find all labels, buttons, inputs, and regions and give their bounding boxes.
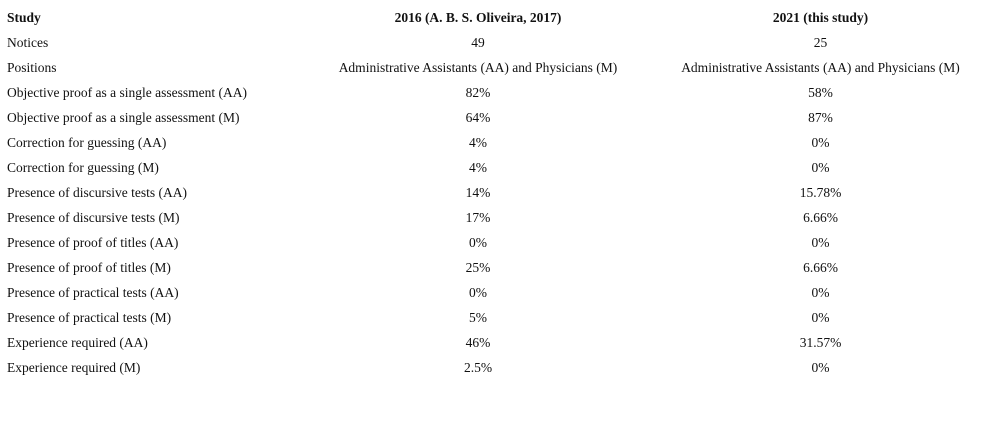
row-label: Experience required (AA)	[7, 334, 148, 350]
table-row: Notices 49 25	[3, 30, 989, 55]
cell: 6.66%	[803, 209, 838, 225]
cell: 82%	[465, 84, 491, 100]
table-row: Presence of practical tests (M) 5% 0%	[3, 305, 989, 330]
table-row: Positions Administrative Assistants (AA) …	[3, 55, 989, 80]
header-cell: 2021 (this study)	[772, 9, 869, 25]
cell: 4%	[469, 159, 487, 175]
table-row: Presence of proof of titles (M) 25% 6.66%	[3, 255, 989, 280]
cell: 31.57%	[799, 334, 842, 350]
table-row: Experience required (M) 2.5% 0%	[3, 355, 989, 380]
row-label: Presence of practical tests (AA)	[7, 284, 179, 300]
cell: 15.78%	[799, 184, 842, 200]
table-row: Presence of proof of titles (AA) 0% 0%	[3, 230, 989, 255]
cell: 64%	[465, 109, 491, 125]
table-row: Presence of discursive tests (M) 17% 6.66%	[3, 205, 989, 230]
row-label: Objective proof as a single assessment (…	[7, 109, 240, 125]
table-body: Notices 49 25 Positions Administrative Assis…	[3, 30, 989, 380]
table-row: Presence of practical tests (AA) 0% 0%	[3, 280, 989, 305]
row-label: Positions	[7, 59, 57, 75]
cell: 4%	[469, 134, 487, 150]
cell: 0%	[811, 134, 830, 150]
cell: 58%	[808, 84, 833, 100]
cell: 0%	[811, 359, 830, 375]
row-label: Notices	[7, 34, 49, 50]
table-row: Objective proof as a single assessment (…	[3, 80, 989, 105]
row-label: Objective proof as a single assessment (…	[7, 84, 247, 100]
cell: 0%	[469, 234, 487, 250]
row-label: Presence of proof of titles (AA)	[7, 234, 179, 250]
cell: 0%	[469, 284, 487, 300]
cell: 5%	[469, 309, 487, 325]
table-row: Presence of discursive tests (AA) 14% 15.7…	[3, 180, 989, 205]
cell: 14%	[465, 184, 491, 200]
table-row: Correction for guessing (M) 4% 0%	[3, 155, 989, 180]
cell: 0%	[811, 284, 830, 300]
cell: 46%	[465, 334, 491, 350]
cell: Administrative Assistants (AA) and Physi…	[338, 59, 618, 75]
cell: 87%	[808, 109, 833, 125]
cell: 25%	[465, 259, 491, 275]
cell: 0%	[811, 309, 830, 325]
row-label: Experience required (M)	[7, 359, 141, 375]
cell: 0%	[811, 159, 830, 175]
row-label: Presence of discursive tests (M)	[7, 209, 180, 225]
cell: 2.5%	[463, 359, 493, 375]
table-header: Study 2016 (A. B. S. Oliveira, 2017) 2021 …	[3, 5, 989, 30]
cell: 49	[471, 34, 485, 50]
cell: 17%	[465, 209, 491, 225]
header-cell: 2016 (A. B. S. Oliveira, 2017)	[394, 9, 562, 25]
comparison-table: Study 2016 (A. B. S. Oliveira, 2017) 2021 …	[3, 5, 989, 380]
table-row: Experience required (AA) 46% 31.57%	[3, 330, 989, 355]
cell: 6.66%	[803, 259, 838, 275]
row-label: Presence of practical tests (M)	[7, 309, 172, 325]
row-label: Correction for guessing (M)	[7, 159, 159, 175]
header-row: Study 2016 (A. B. S. Oliveira, 2017) 2021 …	[3, 5, 989, 30]
cell: 25	[813, 34, 828, 50]
cell: Administrative Assistants (AA) and Physi…	[681, 59, 960, 75]
table-row: Objective proof as a single assessment (…	[3, 105, 989, 130]
cell: 0%	[811, 234, 830, 250]
row-label: Presence of discursive tests (AA)	[7, 184, 187, 200]
header-cell: Study	[7, 9, 41, 25]
row-label: Presence of proof of titles (M)	[7, 259, 171, 275]
table-row: Correction for guessing (AA) 4% 0%	[3, 130, 989, 155]
row-label: Correction for guessing (AA)	[7, 134, 167, 150]
